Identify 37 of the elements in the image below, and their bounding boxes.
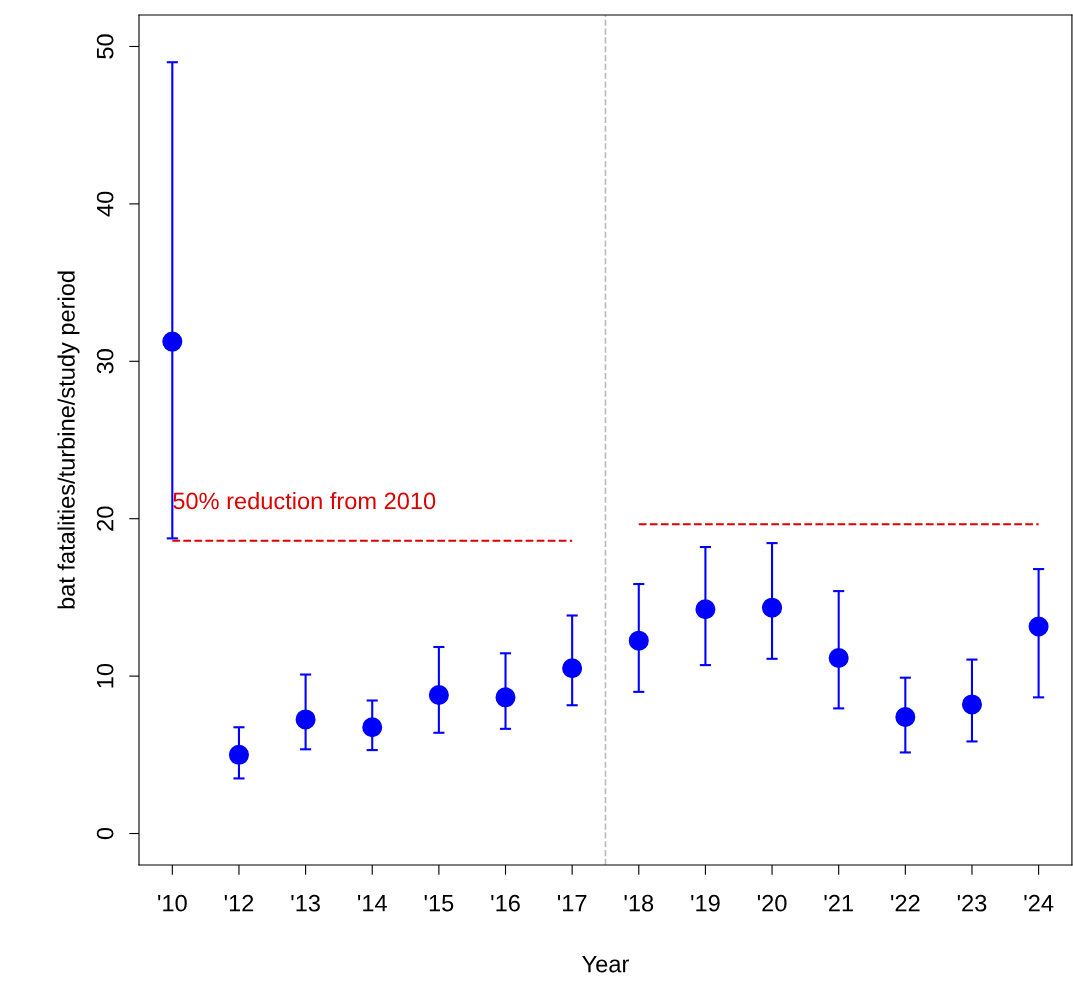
y-tick-label: 50: [96, 34, 114, 59]
point: [562, 658, 583, 679]
point: [1028, 616, 1049, 637]
x-tick-label: '13: [291, 894, 320, 912]
point: [628, 630, 649, 651]
x-axis-title: Year: [582, 955, 629, 973]
x-tick-label: '12: [224, 894, 254, 912]
x-tick-label: '23: [957, 894, 987, 912]
y-tick-label: 20: [96, 506, 114, 531]
y-tick-label: 40: [96, 191, 114, 217]
point: [295, 709, 316, 730]
y-axis-title: bat fatalities/turbine/study period: [57, 271, 80, 609]
point: [961, 694, 982, 715]
x-tick-label: '21: [824, 894, 853, 912]
point: [162, 331, 183, 352]
point: [428, 684, 449, 706]
y-tick-label: 10: [96, 663, 114, 688]
annotation: 50% reduction from 2010: [173, 491, 436, 510]
point: [895, 707, 916, 728]
point: [762, 597, 783, 618]
x-tick-label: '18: [624, 894, 654, 912]
point: [228, 744, 249, 765]
point: [695, 599, 716, 620]
x-tick-label: '24: [1024, 894, 1054, 912]
x-tick-label: '15: [424, 895, 454, 912]
x-tick-label: '16: [491, 894, 520, 912]
x-tick-label: '22: [891, 894, 920, 912]
y-tick-label: 0: [96, 827, 114, 840]
x-tick-label: '10: [158, 894, 187, 912]
x-tick-label: '19: [691, 894, 720, 912]
x-tick-label: '17: [557, 895, 587, 912]
point: [828, 647, 849, 669]
y-tick-label: 30: [96, 349, 114, 374]
x-tick-label: '14: [358, 895, 387, 912]
point: [362, 717, 383, 738]
point: [495, 687, 516, 708]
x-tick-label: '20: [757, 894, 787, 912]
